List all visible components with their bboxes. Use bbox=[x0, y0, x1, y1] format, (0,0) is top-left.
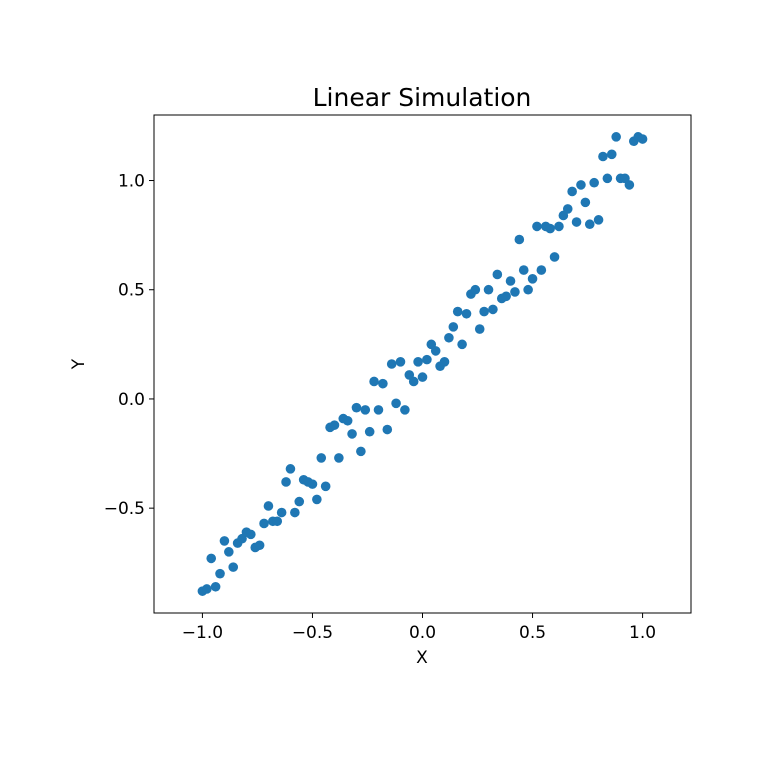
data-point bbox=[210, 581, 221, 592]
x-tick-label: −0.5 bbox=[292, 623, 333, 643]
x-axis-ticks: −1.0 −0.5 0.0 0.5 1.0 bbox=[182, 613, 656, 643]
data-point bbox=[342, 415, 353, 426]
data-point bbox=[430, 346, 441, 356]
data-point bbox=[470, 284, 481, 295]
data-point bbox=[334, 453, 344, 463]
data-point bbox=[554, 221, 564, 232]
data-point bbox=[602, 173, 613, 184]
data-point bbox=[461, 308, 472, 319]
data-point bbox=[408, 376, 419, 387]
y-tick-label: −0.5 bbox=[104, 499, 145, 519]
data-point bbox=[518, 265, 529, 275]
y-tick-label: 0.0 bbox=[118, 390, 145, 410]
data-point bbox=[452, 306, 463, 317]
data-point bbox=[272, 516, 283, 527]
y-axis-ticks: −0.5 0.0 0.5 1.0 bbox=[104, 172, 154, 519]
data-point bbox=[285, 464, 296, 474]
data-point bbox=[611, 132, 621, 142]
y-axis-label: Y bbox=[69, 358, 89, 370]
data-point bbox=[263, 501, 274, 511]
data-point bbox=[598, 151, 608, 162]
data-point bbox=[448, 322, 459, 332]
data-point bbox=[624, 180, 635, 190]
data-point bbox=[567, 186, 577, 197]
data-point bbox=[228, 562, 239, 572]
data-point bbox=[589, 177, 599, 188]
data-point bbox=[386, 359, 397, 369]
data-point bbox=[320, 481, 331, 492]
data-point bbox=[202, 584, 212, 594]
data-point bbox=[360, 405, 371, 415]
data-point bbox=[536, 265, 547, 275]
x-axis-label: X bbox=[416, 648, 428, 668]
data-point bbox=[417, 372, 428, 382]
data-point bbox=[224, 547, 234, 557]
data-point bbox=[606, 149, 617, 160]
data-point bbox=[281, 477, 291, 487]
data-point bbox=[457, 339, 467, 350]
data-points bbox=[197, 132, 648, 596]
data-point bbox=[391, 398, 401, 409]
data-point bbox=[501, 291, 511, 302]
data-point bbox=[483, 284, 494, 295]
data-point bbox=[492, 269, 503, 280]
data-point bbox=[422, 354, 432, 365]
data-point bbox=[400, 405, 410, 415]
data-point bbox=[549, 252, 560, 262]
data-point bbox=[514, 234, 525, 245]
data-point bbox=[523, 284, 533, 295]
x-tick-label: 0.0 bbox=[409, 623, 436, 643]
data-point bbox=[316, 453, 327, 463]
data-point bbox=[439, 357, 450, 367]
data-point bbox=[545, 223, 555, 234]
data-point bbox=[474, 324, 485, 334]
data-point bbox=[276, 507, 287, 518]
x-tick-label: 1.0 bbox=[629, 623, 656, 643]
data-point bbox=[259, 518, 269, 529]
data-point bbox=[395, 357, 406, 367]
data-point bbox=[413, 357, 423, 367]
data-point bbox=[488, 304, 498, 315]
data-point bbox=[364, 426, 375, 437]
data-point bbox=[215, 568, 225, 579]
data-point bbox=[571, 217, 582, 227]
data-point bbox=[312, 494, 322, 505]
x-tick-label: −1.0 bbox=[182, 623, 223, 643]
data-point bbox=[219, 536, 230, 546]
data-point bbox=[351, 402, 362, 413]
data-point bbox=[593, 215, 604, 225]
data-point bbox=[369, 376, 379, 387]
data-point bbox=[307, 479, 318, 489]
data-point bbox=[584, 219, 595, 230]
data-point bbox=[347, 429, 357, 439]
y-tick-label: 1.0 bbox=[118, 172, 145, 192]
x-tick-label: 0.5 bbox=[519, 623, 546, 643]
data-point bbox=[510, 287, 520, 297]
y-tick-label: 0.5 bbox=[118, 281, 145, 301]
data-point bbox=[329, 420, 340, 430]
data-point bbox=[356, 446, 366, 457]
chart-title: Linear Simulation bbox=[313, 83, 532, 112]
data-point bbox=[206, 553, 217, 564]
data-point bbox=[580, 197, 591, 208]
data-point bbox=[479, 306, 489, 317]
data-point bbox=[505, 276, 516, 286]
data-point bbox=[373, 405, 384, 415]
data-point bbox=[527, 274, 538, 284]
data-point bbox=[254, 540, 265, 551]
data-point bbox=[382, 424, 393, 435]
data-point bbox=[576, 180, 586, 190]
data-point bbox=[532, 221, 542, 232]
data-point bbox=[444, 332, 454, 343]
data-point bbox=[562, 204, 573, 214]
data-point bbox=[294, 496, 305, 507]
data-point bbox=[378, 378, 388, 389]
data-point bbox=[290, 507, 300, 518]
plot-frame bbox=[153, 114, 692, 614]
data-point bbox=[637, 134, 648, 144]
data-point bbox=[246, 529, 256, 540]
